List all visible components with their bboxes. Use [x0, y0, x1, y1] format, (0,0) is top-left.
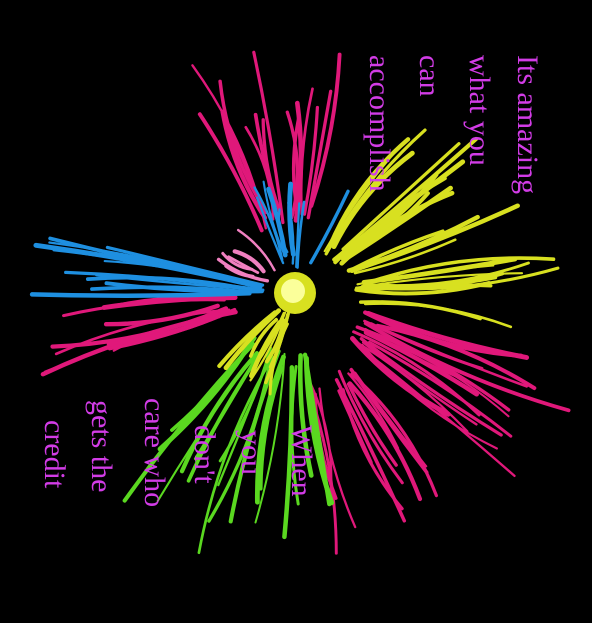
streak [248, 317, 278, 358]
quote-line: When [285, 425, 318, 497]
streak [309, 52, 342, 208]
streak [349, 203, 520, 274]
streak [95, 273, 254, 291]
quote-line: what you [463, 55, 496, 166]
streak [290, 365, 300, 506]
streak [352, 330, 481, 417]
streak [29, 291, 252, 299]
streak [277, 208, 289, 254]
streak [367, 340, 513, 438]
streak [362, 261, 530, 287]
streak [285, 110, 300, 220]
streak [362, 341, 478, 426]
streak [353, 340, 469, 433]
streak [48, 236, 258, 287]
streak [365, 310, 530, 360]
streak [361, 343, 498, 450]
streak [293, 100, 304, 223]
streak [197, 112, 264, 233]
streak [122, 342, 256, 503]
quote-line: can [413, 55, 446, 97]
streak [296, 200, 306, 269]
streak [339, 191, 430, 260]
quote-line: don't [188, 425, 221, 484]
streak [217, 310, 277, 369]
streak [252, 50, 285, 225]
streak [297, 353, 314, 478]
streak [232, 249, 266, 274]
streak [318, 387, 357, 529]
streak [156, 354, 255, 503]
streak [303, 355, 335, 506]
streak [258, 365, 284, 491]
streak [62, 298, 226, 318]
streak [353, 238, 457, 275]
streak [262, 180, 285, 255]
streak [302, 105, 319, 216]
quote-line: care who [138, 398, 171, 507]
streak [360, 266, 560, 291]
streak [341, 388, 404, 511]
streak [220, 109, 268, 220]
streak [112, 316, 221, 352]
streak [346, 159, 466, 254]
quote-line: credit [38, 420, 71, 489]
quote-text: Its amazing what you can accomplish When… [38, 55, 544, 507]
streak [333, 176, 447, 265]
streak [354, 281, 491, 296]
firework-streaks [29, 50, 571, 555]
streak [369, 322, 484, 371]
streak [354, 371, 428, 468]
streak [227, 255, 260, 274]
streak [268, 322, 289, 396]
streak [287, 201, 295, 265]
streak [264, 318, 286, 364]
firework-core-highlight [281, 279, 305, 303]
streak [254, 352, 286, 524]
streak [309, 189, 350, 265]
streak [363, 321, 571, 413]
streak [352, 229, 445, 270]
streak [375, 323, 537, 391]
quote-line: you [235, 430, 268, 475]
streak [346, 382, 398, 467]
streak [282, 365, 295, 540]
streak [295, 202, 301, 269]
streak [54, 308, 231, 356]
streak [331, 150, 415, 250]
streak [362, 256, 556, 286]
streak [254, 354, 286, 505]
streak [337, 369, 404, 485]
streak [224, 264, 255, 279]
streak [363, 302, 513, 329]
streak [323, 151, 396, 253]
streak [90, 285, 250, 294]
quote-line: accomplish [363, 55, 396, 192]
quote-line: Its amazing [511, 55, 544, 194]
streak [341, 142, 461, 251]
streak [364, 327, 471, 384]
streak [347, 381, 423, 502]
quote-line: gets the [85, 400, 118, 492]
streak [193, 359, 256, 461]
streak [197, 362, 271, 555]
streak [249, 320, 282, 379]
streak [253, 186, 284, 261]
streak [236, 228, 276, 272]
streak [359, 337, 503, 437]
